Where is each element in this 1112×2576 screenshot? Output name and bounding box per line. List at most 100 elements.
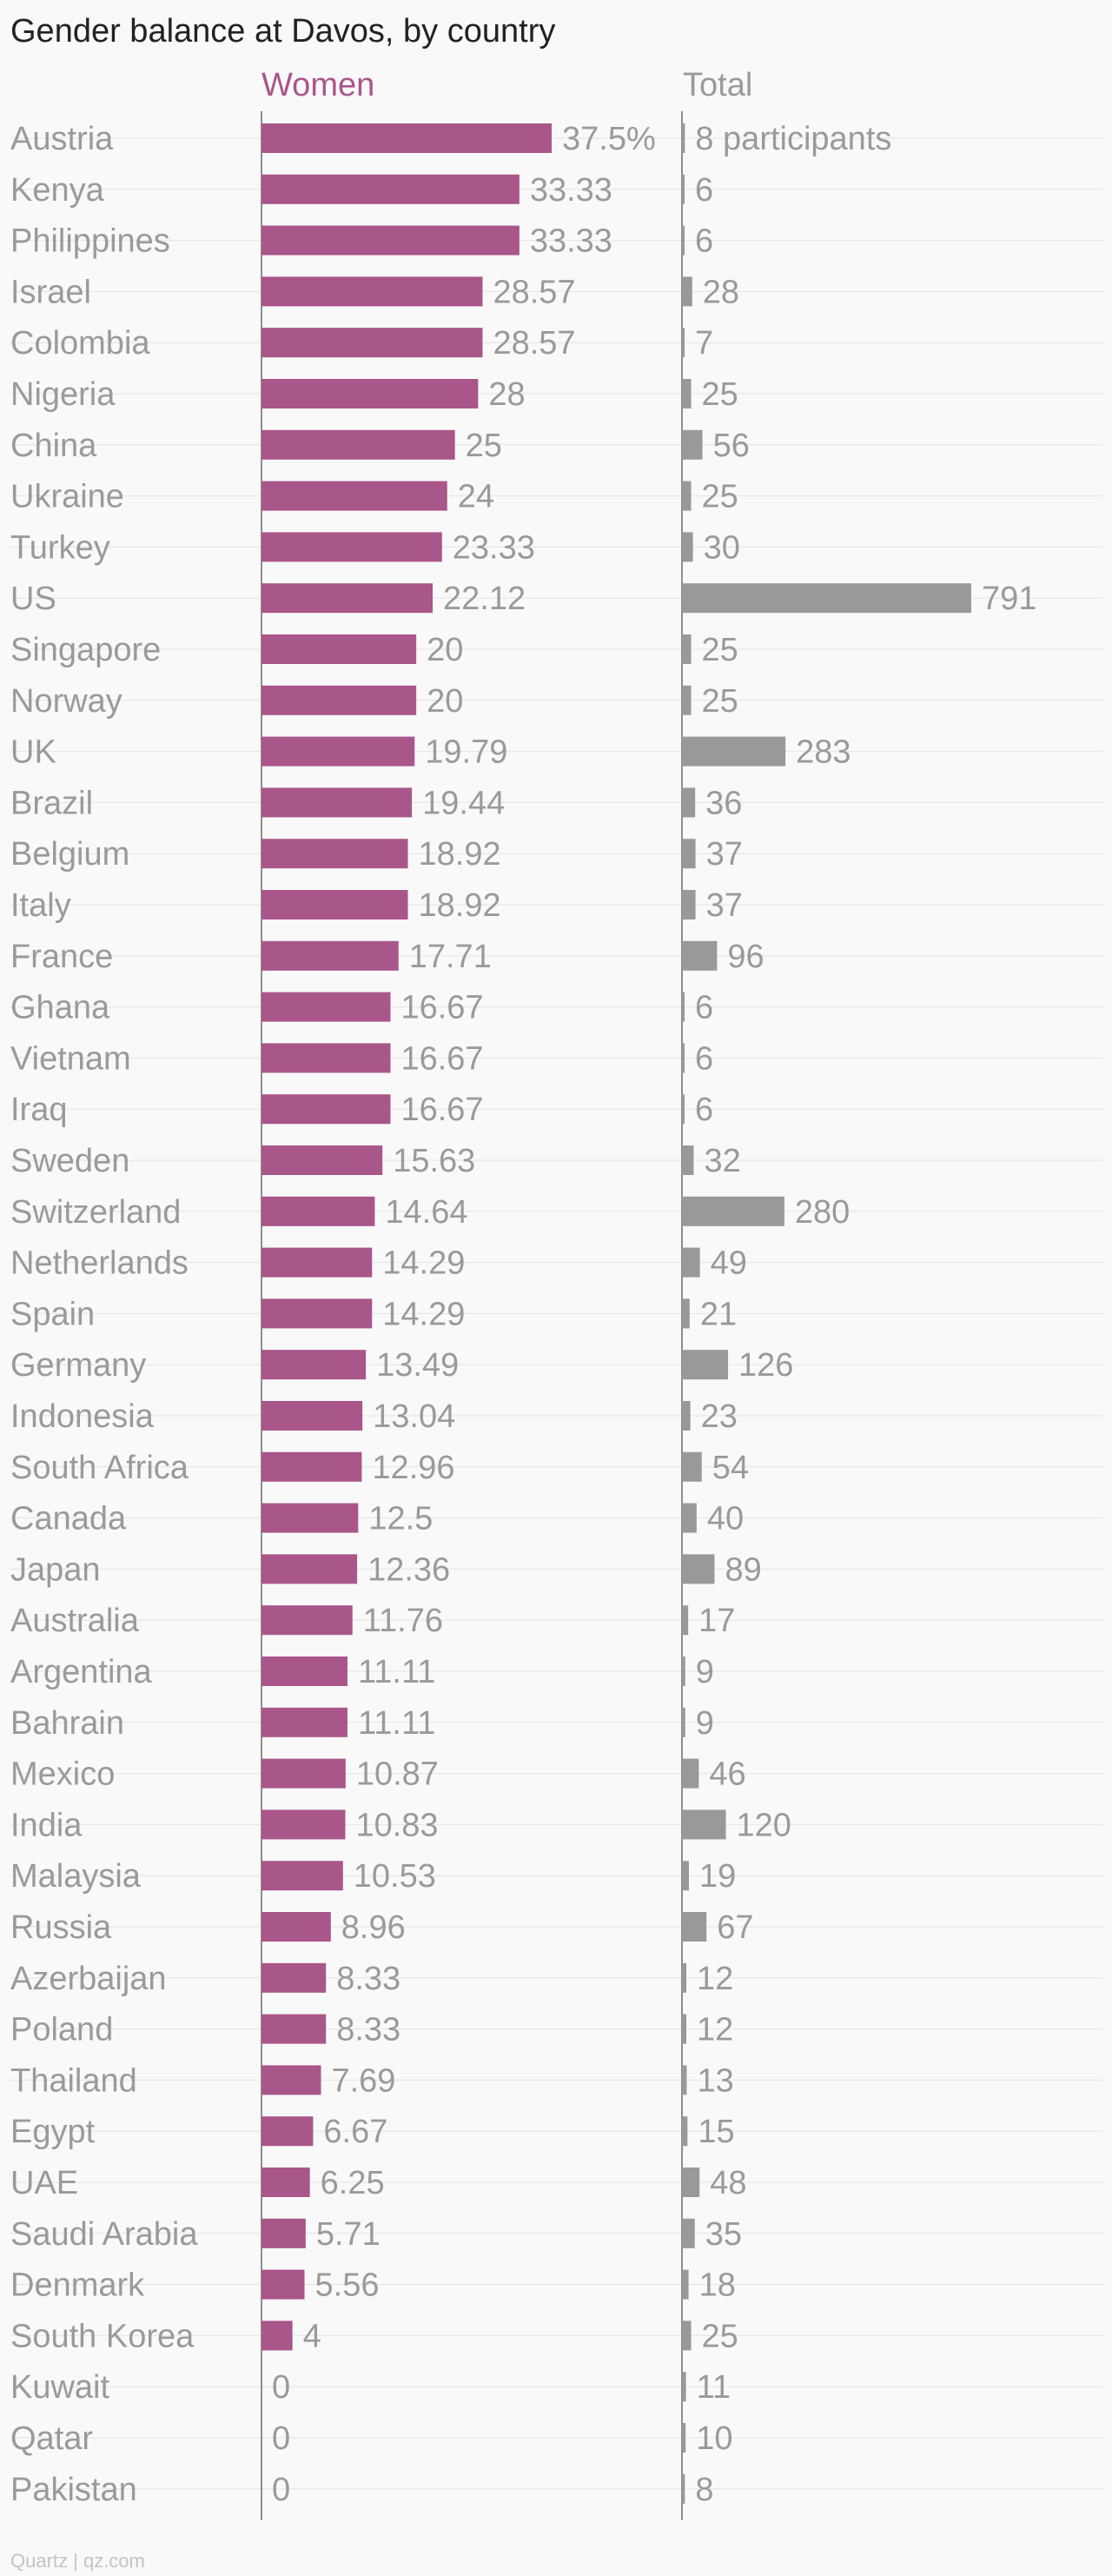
total-bar bbox=[682, 1707, 685, 1737]
women-bar bbox=[261, 2014, 327, 2044]
category-label: Israel bbox=[10, 274, 91, 310]
total-bar bbox=[682, 532, 693, 562]
women-value-label: 16.67 bbox=[400, 990, 483, 1026]
chart-row: Qatar 0 10 bbox=[10, 2420, 732, 2457]
category-label: Philippines bbox=[10, 223, 170, 260]
women-value-label: 37.5% bbox=[562, 121, 656, 157]
total-column-header: Total bbox=[683, 67, 752, 103]
women-bar bbox=[261, 634, 417, 664]
total-bar bbox=[682, 1401, 691, 1431]
women-value-label: 33.33 bbox=[530, 223, 612, 260]
total-value-label: 56 bbox=[713, 428, 750, 464]
total-bar bbox=[682, 839, 696, 869]
chart-row: China 25 56 bbox=[10, 428, 750, 464]
women-bar bbox=[261, 992, 391, 1022]
total-bar bbox=[682, 1145, 694, 1175]
chart-row: Ukraine 24 25 bbox=[10, 479, 738, 515]
total-bar bbox=[682, 379, 692, 408]
women-bar bbox=[261, 940, 399, 971]
chart-row: Italy 18.92 37 bbox=[10, 887, 743, 924]
chart-row: Mexico 10.87 46 bbox=[10, 1756, 746, 1793]
category-label: South Korea bbox=[10, 2318, 195, 2354]
women-value-label: 10.87 bbox=[356, 1756, 439, 1793]
chart-row: Kuwait 0 11 bbox=[10, 2369, 731, 2406]
chart-row: Pakistan 0 8 bbox=[10, 2472, 714, 2508]
chart-row: Argentina 11.11 9 bbox=[10, 1654, 714, 1690]
women-bar bbox=[261, 1962, 327, 1993]
category-label: Azerbaijan bbox=[10, 1961, 167, 1997]
category-label: Brazil bbox=[10, 785, 93, 821]
women-bar bbox=[261, 1554, 358, 1584]
chart-row: Azerbaijan 8.33 12 bbox=[10, 1961, 733, 1997]
chart-row: Saudi Arabia 5.71 35 bbox=[10, 2216, 742, 2253]
women-value-label: 8.33 bbox=[336, 2012, 400, 2048]
category-label: Russia bbox=[10, 1909, 112, 1946]
total-value-label: 67 bbox=[717, 1909, 753, 1946]
women-bar bbox=[261, 2320, 293, 2351]
total-bar bbox=[682, 1247, 700, 1278]
category-label: Japan bbox=[10, 1551, 101, 1588]
women-bar bbox=[261, 685, 417, 715]
chart-row: Sweden 15.63 32 bbox=[10, 1143, 741, 1179]
category-label: Italy bbox=[10, 887, 71, 924]
total-bar bbox=[682, 583, 971, 614]
total-value-label: 19 bbox=[699, 1858, 736, 1895]
women-value-label: 20 bbox=[427, 683, 463, 720]
total-value-label: 25 bbox=[702, 376, 738, 413]
category-label: Ghana bbox=[10, 990, 110, 1026]
category-label: Nigeria bbox=[10, 376, 116, 413]
category-label: Australia bbox=[10, 1603, 140, 1639]
women-bar bbox=[261, 1094, 391, 1125]
total-bar bbox=[682, 992, 685, 1022]
total-bar bbox=[682, 2116, 688, 2147]
chart-row: Bahrain 11.11 9 bbox=[10, 1705, 714, 1742]
total-value-label: 18 bbox=[699, 2267, 736, 2304]
category-label: South Africa bbox=[10, 1450, 189, 1486]
category-label: Sweden bbox=[10, 1143, 129, 1179]
category-label: Colombia bbox=[10, 325, 150, 362]
women-value-label: 6.25 bbox=[321, 2165, 385, 2201]
category-label: Turkey bbox=[10, 529, 110, 566]
women-value-label: 28.57 bbox=[493, 325, 575, 362]
women-value-label: 0 bbox=[272, 2420, 290, 2457]
total-bar bbox=[682, 1554, 715, 1584]
total-value-label: 15 bbox=[698, 2114, 734, 2150]
women-value-label: 19.79 bbox=[425, 734, 507, 771]
chart-row: Ghana 16.67 6 bbox=[10, 990, 713, 1026]
total-bar bbox=[682, 634, 692, 664]
chart-row: Brazil 19.44 36 bbox=[10, 785, 742, 821]
women-bar bbox=[261, 1861, 343, 1891]
women-value-label: 20 bbox=[427, 632, 463, 668]
category-label: Spain bbox=[10, 1296, 95, 1332]
women-value-label: 24 bbox=[458, 479, 494, 515]
total-bar bbox=[682, 225, 685, 256]
women-bar bbox=[261, 736, 415, 767]
women-value-label: 25 bbox=[466, 428, 502, 464]
total-value-label: 36 bbox=[705, 785, 742, 821]
category-label: Iraq bbox=[10, 1092, 67, 1128]
total-value-label: 7 bbox=[695, 325, 713, 362]
women-bar bbox=[261, 429, 455, 460]
women-bar bbox=[261, 839, 408, 869]
total-value-label: 28 bbox=[703, 274, 739, 310]
total-bar bbox=[682, 2168, 700, 2197]
category-label: Mexico bbox=[10, 1756, 115, 1793]
category-label: Kuwait bbox=[10, 2369, 109, 2406]
total-bar bbox=[682, 1094, 685, 1125]
women-value-label: 16.67 bbox=[400, 1040, 483, 1077]
women-value-label: 8.96 bbox=[341, 1909, 406, 1946]
category-label: Switzerland bbox=[10, 1194, 181, 1231]
total-bar bbox=[682, 1043, 685, 1073]
chart-row: India 10.83 120 bbox=[10, 1807, 791, 1843]
total-bar bbox=[682, 1196, 784, 1226]
women-bar bbox=[261, 1247, 373, 1278]
total-value-label: 48 bbox=[710, 2165, 746, 2201]
total-bar bbox=[682, 2473, 685, 2504]
women-column-header: Women bbox=[261, 67, 374, 103]
women-value-label: 11.76 bbox=[363, 1603, 443, 1639]
total-bar bbox=[682, 481, 692, 511]
women-value-label: 28.57 bbox=[493, 274, 575, 310]
chart-row: Egypt 6.67 15 bbox=[10, 2114, 735, 2150]
total-bar bbox=[682, 1861, 689, 1891]
